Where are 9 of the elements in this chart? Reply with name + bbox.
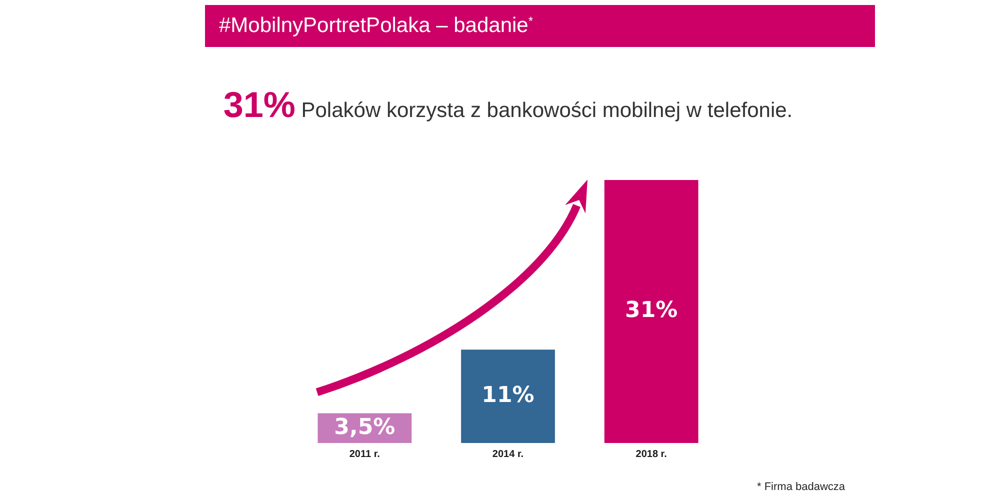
data-label: 31% bbox=[624, 298, 678, 324]
x-tick-label: 2011 r. bbox=[349, 448, 380, 460]
chart-subtitle: 31% Polaków korzysta z bankowości mobilnej w telefonie. bbox=[223, 84, 793, 125]
data-label: 11% bbox=[482, 383, 534, 408]
text: * Firma badawcza bbox=[757, 481, 846, 493]
x-tick-label: 2018 r. bbox=[636, 448, 668, 460]
x-tick-label: 2014 r. bbox=[492, 448, 524, 460]
data-label: 3,5% bbox=[334, 414, 396, 440]
chart-title: #MobilnyPortretPolaka – badanie$^{*}$ bbox=[205, 5, 875, 47]
